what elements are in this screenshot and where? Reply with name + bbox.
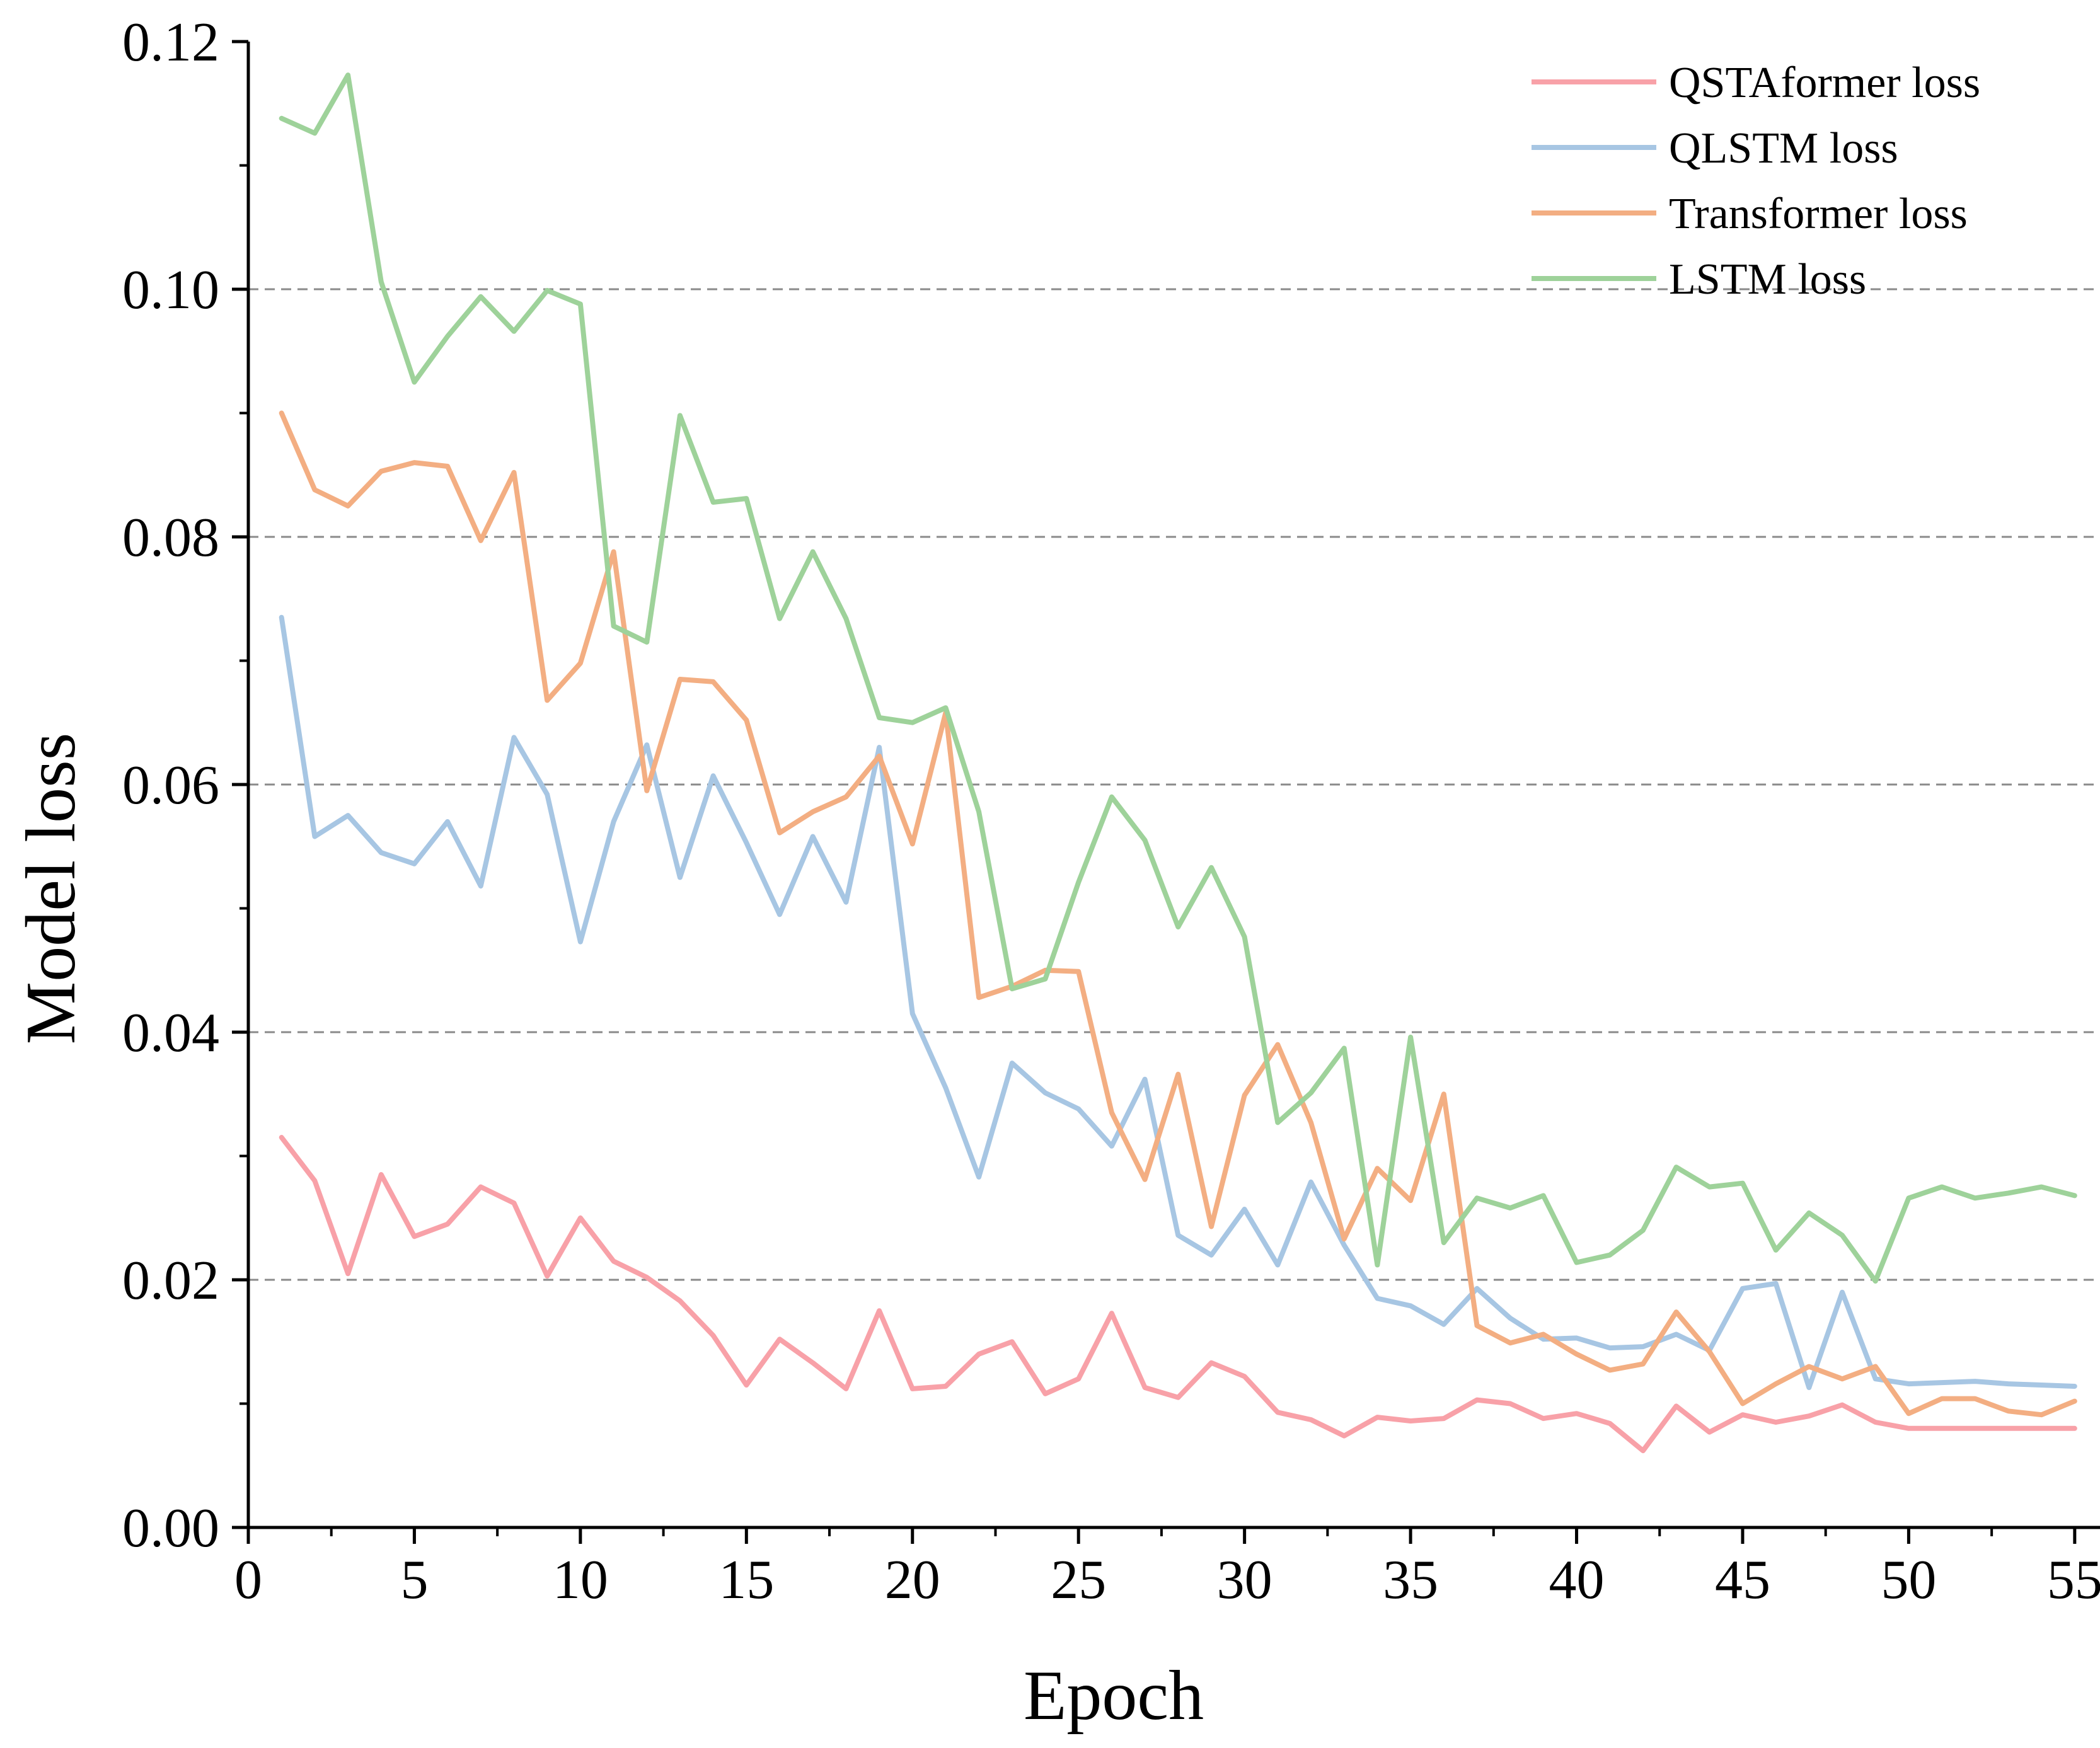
x-tick-label: 0: [234, 1550, 262, 1611]
legend-label: LSTM loss: [1669, 255, 1866, 304]
legend-label: QSTAformer loss: [1669, 59, 1980, 107]
y-tick-label: 0.00: [122, 1498, 219, 1559]
x-tick-label: 25: [1051, 1550, 1106, 1611]
y-tick-label: 0.08: [122, 507, 219, 568]
x-tick-label: 30: [1217, 1550, 1272, 1611]
x-tick-label: 45: [1715, 1550, 1770, 1611]
x-tick-label: 50: [1881, 1550, 1936, 1611]
x-tick-label: 40: [1549, 1550, 1605, 1611]
legend-label: QLSTM loss: [1669, 124, 1898, 173]
x-tick-label: 10: [553, 1550, 608, 1611]
grid-lines: [248, 288, 2100, 1281]
y-tick-label: 0.12: [122, 12, 219, 73]
series-line-2: [279, 410, 2077, 1418]
series-lines: [279, 72, 2077, 1454]
legend: QSTAformer loss QLSTM loss Transformer los…: [1532, 59, 1980, 304]
x-tick-label: 35: [1383, 1550, 1438, 1611]
y-axis-title: Model loss: [12, 733, 90, 1045]
y-tick-label: 0.02: [122, 1250, 219, 1311]
x-tick-label: 20: [885, 1550, 940, 1611]
series-line-3: [279, 72, 2077, 1284]
series-line-1: [279, 614, 2077, 1390]
legend-label: Transformer loss: [1669, 190, 1968, 238]
series-line-0: [279, 1135, 2077, 1454]
x-tick-label: 55: [2047, 1550, 2100, 1611]
axis-ticks: 0.00 0.02 0.04 0.06 0.08 0.10 0.12 0 5 10 15 20 25 30…: [122, 12, 2100, 1611]
y-tick-label: 0.06: [122, 755, 219, 816]
x-axis-title: Epoch: [1024, 1657, 1204, 1735]
x-tick-label: 15: [718, 1550, 774, 1611]
x-tick-label: 5: [400, 1550, 428, 1611]
y-tick-label: 0.04: [122, 1003, 219, 1064]
y-tick-label: 0.10: [122, 260, 219, 321]
